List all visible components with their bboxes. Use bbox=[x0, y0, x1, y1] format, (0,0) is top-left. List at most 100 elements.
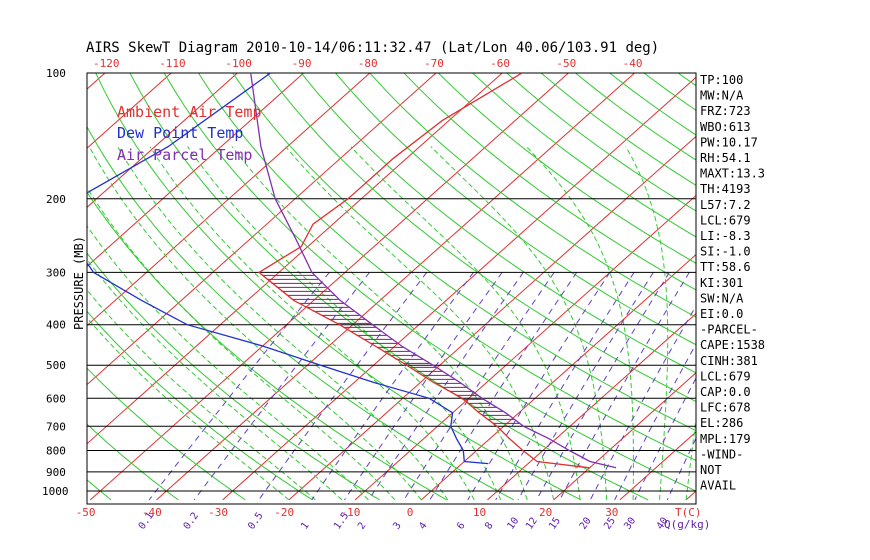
moist-adiabat-line bbox=[285, 146, 555, 501]
bottom-temp-tick-label: 30 bbox=[605, 506, 618, 519]
isotherm-line bbox=[87, 73, 106, 90]
index-item: AVAIL bbox=[700, 479, 736, 493]
top-temp-tick-label: -60 bbox=[490, 57, 510, 70]
index-item: L57:7.2 bbox=[700, 198, 751, 212]
mixing-ratio-line bbox=[148, 272, 330, 501]
pressure-tick-label: 400 bbox=[46, 319, 66, 332]
mixing-ratio-line bbox=[634, 377, 696, 501]
mixing-ratio-label: 2 bbox=[356, 520, 368, 531]
mixing-ratio-label: 0.2 bbox=[182, 511, 201, 532]
mixing-ratio-label: 8 bbox=[483, 520, 495, 531]
isotherm-line bbox=[0, 73, 39, 500]
isotherm-line bbox=[87, 73, 304, 268]
dry-adiabat-line bbox=[87, 125, 515, 501]
bottom-temp-tick-label: -50 bbox=[76, 506, 96, 519]
pressure-tick-label: 700 bbox=[46, 420, 66, 433]
dry-adiabat-line bbox=[232, 73, 696, 432]
dry-adiabat-line bbox=[437, 73, 696, 264]
moist-adiabat-line bbox=[87, 225, 369, 501]
dry-adiabat-line bbox=[335, 73, 696, 346]
air-parcel-temp-line bbox=[250, 73, 617, 469]
index-item: CINH:381 bbox=[700, 354, 758, 368]
index-item: MW:N/A bbox=[700, 89, 744, 103]
isotherm-line bbox=[156, 73, 635, 501]
cape-hatch-region bbox=[262, 274, 520, 424]
isotherm-line bbox=[89, 73, 569, 501]
mixing-ratio-label: 20 bbox=[578, 516, 594, 532]
isotherm-line bbox=[553, 372, 696, 501]
top-temp-tick-label: -100 bbox=[225, 57, 252, 70]
dry-adiabat-line bbox=[95, 73, 582, 501]
ambient-air-temp-line bbox=[257, 73, 590, 469]
legend-dew-point-temp: Dew Point Temp bbox=[117, 124, 243, 142]
index-item: EL:286 bbox=[700, 416, 743, 430]
mixing-ratio-line bbox=[467, 272, 611, 501]
bottom-temp-tick-label: -10 bbox=[341, 506, 361, 519]
sounding-profiles bbox=[87, 73, 617, 469]
index-item: FRZ:723 bbox=[700, 104, 751, 118]
index-item: EI:0.0 bbox=[700, 307, 743, 321]
top-temp-tick-label: -90 bbox=[292, 57, 312, 70]
isotherm-line bbox=[87, 73, 371, 327]
index-item: -WIND- bbox=[700, 447, 743, 461]
dry-adiabat-line bbox=[87, 310, 313, 501]
bottom-temp-tick-label: -40 bbox=[142, 506, 162, 519]
dry-adiabat-line bbox=[87, 191, 447, 501]
pressure-tick-label: 600 bbox=[46, 392, 66, 405]
index-item: RH:54.1 bbox=[700, 151, 751, 165]
dry-adiabat-line bbox=[781, 73, 870, 500]
mixing-ratio-line bbox=[344, 272, 503, 501]
mixing-ratio-line bbox=[589, 305, 696, 501]
index-item: MAXT:13.3 bbox=[700, 167, 765, 181]
dry-adiabat-line bbox=[198, 73, 696, 462]
mixing-ratio-line bbox=[536, 272, 670, 501]
plot-frame bbox=[86, 72, 697, 505]
dry-adiabat-line bbox=[747, 73, 870, 500]
mixing-ratio-line bbox=[403, 272, 555, 501]
mixing-ratio-unit: Q(g/kg) bbox=[664, 518, 710, 531]
dew-point-temp-line bbox=[87, 73, 489, 465]
mixing-ratio-line bbox=[368, 272, 524, 501]
bottom-temp-tick-label: -20 bbox=[274, 506, 294, 519]
pressure-tick-label: 900 bbox=[46, 466, 66, 479]
index-item: NOT bbox=[700, 463, 722, 477]
mixing-ratio-line bbox=[559, 272, 690, 501]
index-item: SI:-1.0 bbox=[700, 245, 751, 259]
index-item: KI:301 bbox=[700, 276, 743, 290]
index-item: SW:N/A bbox=[700, 291, 744, 305]
top-temp-tick-label: -80 bbox=[358, 57, 378, 70]
top-temp-tick-label: -50 bbox=[556, 57, 576, 70]
dry-adiabat-line bbox=[87, 367, 246, 501]
dry-adiabat-line bbox=[506, 73, 696, 212]
pressure-tick-label: 800 bbox=[46, 445, 66, 458]
isotherm-line bbox=[222, 76, 696, 501]
index-item: LCL:679 bbox=[700, 369, 751, 383]
mixing-ratio-label: 6 bbox=[455, 520, 467, 531]
isotherm-line bbox=[87, 73, 172, 149]
index-item: TH:4193 bbox=[700, 182, 751, 196]
top-temp-tick-label: -70 bbox=[424, 57, 444, 70]
mixing-ratio-label: 0.5 bbox=[246, 511, 265, 532]
dry-adiabat-line bbox=[87, 479, 112, 501]
dry-adiabat-line bbox=[266, 73, 696, 403]
index-item: WBO:613 bbox=[700, 120, 751, 134]
isotherm-line bbox=[87, 73, 238, 208]
dry-adiabat-line bbox=[163, 73, 696, 492]
mixing-ratio-label: 10 bbox=[505, 516, 521, 532]
index-item: TT:58.6 bbox=[700, 260, 751, 274]
top-temp-tick-label: -110 bbox=[159, 57, 186, 70]
isotherm-line bbox=[752, 73, 870, 500]
dry-adiabat-line bbox=[403, 73, 696, 291]
mixing-ratio-line bbox=[614, 343, 696, 501]
y-axis-label: PRESSURE (MB) bbox=[72, 236, 86, 330]
isobar-lines bbox=[86, 72, 697, 505]
index-item: PW:10.17 bbox=[700, 135, 758, 149]
index-item: CAP:0.0 bbox=[700, 385, 751, 399]
bottom-temp-tick-label: 20 bbox=[539, 506, 552, 519]
dry-adiabat-line bbox=[300, 73, 696, 374]
pressure-tick-label: 100 bbox=[46, 67, 66, 80]
isotherm-line bbox=[288, 135, 696, 501]
mixing-ratio-label: 4 bbox=[417, 520, 429, 531]
index-item: MPL:179 bbox=[700, 432, 751, 446]
mixing-ratio-label: 1 bbox=[299, 520, 311, 531]
